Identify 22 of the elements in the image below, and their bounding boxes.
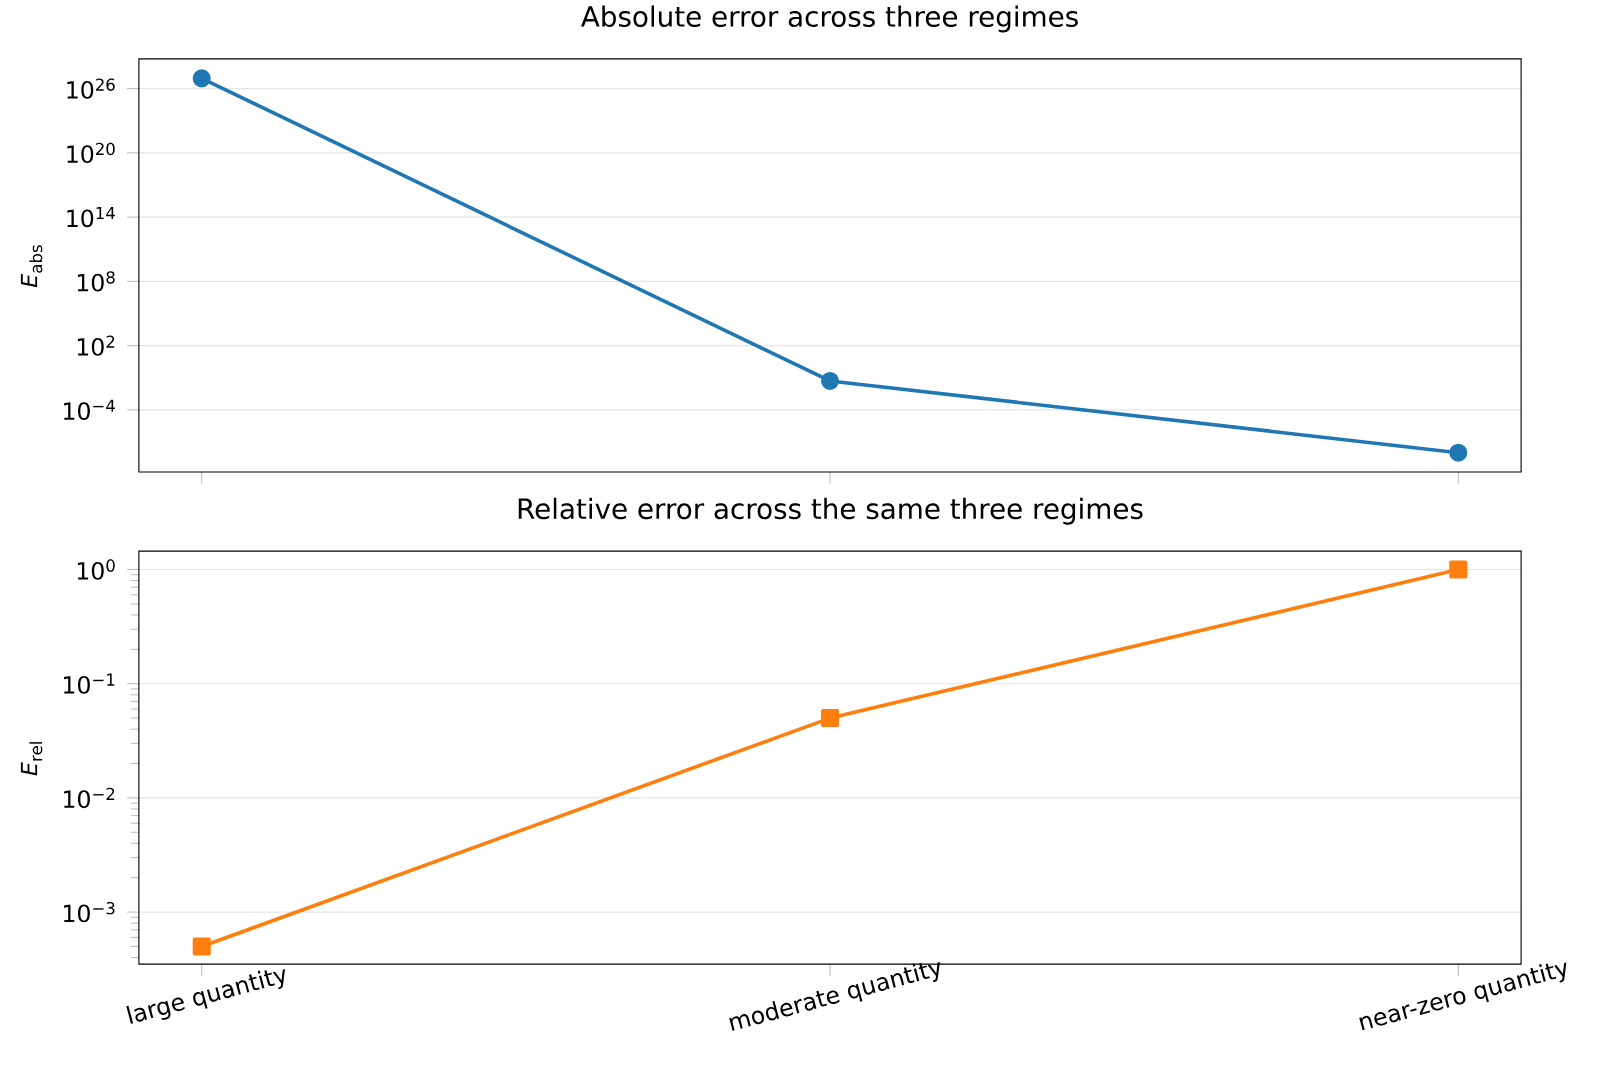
- point: [192, 69, 211, 88]
- chart-title: Relative error across the same three regimes: [518, 497, 1143, 525]
- x-tick-label: near-zero quantity: [1359, 962, 1567, 1031]
- point: [1449, 443, 1468, 462]
- y-tick-label: 10$^{−3}$: [64, 902, 115, 923]
- point: [820, 709, 840, 728]
- point: [820, 372, 840, 391]
- y-tick-label: 10$^{14}$: [67, 207, 115, 228]
- y-tick-label: 10$^{0}$: [77, 559, 115, 580]
- x-tick-label: large quantity: [126, 969, 285, 1024]
- y-tick-label: 10$^{−4}$: [64, 399, 115, 421]
- y-tick-label: 10$^{26}$: [67, 78, 115, 100]
- y-axis-title: E$_{abs}$: [20, 245, 43, 288]
- y-tick-label: 10$^{−2}$: [64, 787, 115, 809]
- y-axis-title: E$_{rel}$: [20, 742, 43, 776]
- chart-title: Absolute error across three regimes: [581, 5, 1078, 33]
- y-tick-label: 10$^{8}$: [77, 271, 115, 292]
- point: [1449, 560, 1468, 579]
- point: [192, 937, 211, 956]
- y-tick-label: 10$^{2}$: [77, 335, 115, 357]
- y-tick-label: 10$^{−1}$: [64, 673, 115, 695]
- y-tick-label: 10$^{20}$: [67, 142, 115, 164]
